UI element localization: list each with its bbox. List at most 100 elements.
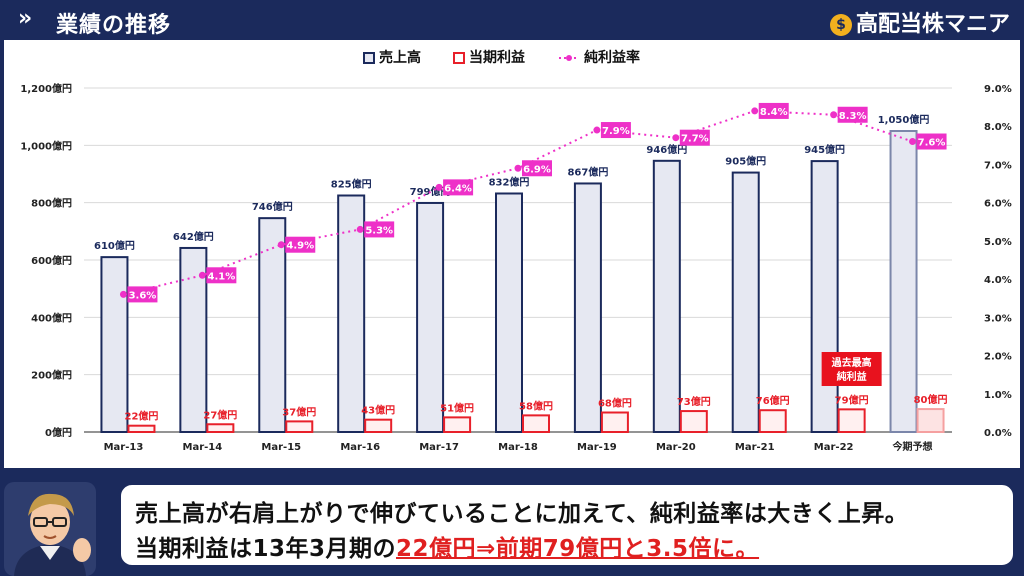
performance-chart: 0億円 200億円 400億円 600億円 800億円 1,000億円 1,200億円 0.0… xyxy=(20,49,1012,453)
y-right-tick-label: 9.0% xyxy=(984,84,1012,95)
margin-data-label: 6.4% xyxy=(444,183,472,194)
margin-point xyxy=(119,290,127,298)
margin-point xyxy=(356,225,364,233)
margin-point xyxy=(751,107,759,115)
comment-line-2: 当期利益は13年3月期の22億円⇒前期79億円と3.5倍に。 xyxy=(135,529,759,563)
margin-point xyxy=(909,138,917,146)
margin-label-bg xyxy=(364,221,395,238)
margin-label-bg xyxy=(679,129,710,146)
margin-point xyxy=(830,111,838,119)
margin-data-label: 8.3% xyxy=(839,111,867,122)
profit-data-label: 80億円 xyxy=(914,393,948,406)
comment-highlight: 22億円⇒前期79億円と3.5倍に。 xyxy=(396,536,760,562)
margin-data-label: 5.3% xyxy=(365,225,393,236)
margin-point xyxy=(435,183,443,191)
profit-bar xyxy=(837,408,866,433)
comment-line-2-text: 当期利益は13年3月期の xyxy=(135,536,397,562)
x-tick-label: Mar-14 xyxy=(183,442,223,453)
y-right-tick-label: 7.0% xyxy=(984,160,1012,171)
profit-bar xyxy=(916,408,945,434)
profit-data-label: 68億円 xyxy=(598,397,632,410)
margin-label-bg xyxy=(443,179,474,196)
legend-revenue-label: 売上高 xyxy=(379,49,421,66)
margin-data-label: 8.4% xyxy=(760,107,788,118)
profit-data-label: 27億円 xyxy=(203,408,237,421)
margin-label-bg xyxy=(522,160,552,177)
margin-point xyxy=(593,126,601,134)
record-annotation-text: 過去最高 xyxy=(831,356,872,369)
profit-bar xyxy=(679,410,708,433)
revenue-bar xyxy=(100,256,129,433)
x-tick-label: Mar-13 xyxy=(104,442,144,453)
header-bar: » 業績の推移 $ 高配当株マニア xyxy=(0,0,1024,40)
y-right-tick-label: 1.0% xyxy=(984,390,1012,401)
x-tick-label: 今期予想 xyxy=(892,440,933,453)
margin-data-label: 7.9% xyxy=(602,126,630,137)
chart-panel: 0億円 200億円 400億円 600億円 800億円 1,000億円 1,200億円 0.0… xyxy=(4,40,1020,468)
revenue-data-label: 1,050億円 xyxy=(878,113,930,126)
y-left-tick-label: 0億円 xyxy=(45,426,72,439)
profit-bar xyxy=(600,411,629,433)
profit-bar xyxy=(443,416,472,434)
margin-data-label: 6.9% xyxy=(523,164,551,175)
y-right-tick-label: 0.0% xyxy=(984,428,1012,439)
revenue-data-label: 832億円 xyxy=(489,175,530,188)
profit-bar xyxy=(127,424,156,433)
brand-name: 高配当株マニア xyxy=(855,12,1010,37)
margin-data-label: 7.7% xyxy=(681,134,709,145)
money-bag-icon: $ xyxy=(829,14,852,36)
legend-profit-swatch xyxy=(453,52,465,64)
margin-point xyxy=(198,271,206,279)
legend-margin-marker xyxy=(566,55,572,61)
profit-bar xyxy=(522,414,550,433)
y-left-tick-label: 600億円 xyxy=(31,254,72,267)
x-tick-label: Mar-15 xyxy=(261,442,301,453)
revenue-bar xyxy=(416,201,445,433)
profit-data-label: 37億円 xyxy=(282,405,316,418)
x-tick-label: Mar-19 xyxy=(577,442,617,453)
margin-data-label: 7.6% xyxy=(918,138,946,149)
margin-point xyxy=(514,164,522,172)
profit-data-label: 76億円 xyxy=(756,394,790,407)
y-left-tick-label: 200億円 xyxy=(31,369,72,382)
profit-data-label: 73億円 xyxy=(677,395,711,408)
revenue-bar xyxy=(652,159,681,434)
x-tick-label: Mar-18 xyxy=(498,442,538,453)
revenue-bar xyxy=(495,192,523,433)
double-chevron-icon: » xyxy=(18,6,33,31)
x-tick-label: Mar-22 xyxy=(814,442,854,453)
margin-label-bg xyxy=(758,102,789,119)
margin-label-bg xyxy=(285,236,316,253)
revenue-data-label: 610億円 xyxy=(94,239,135,252)
margin-label-bg xyxy=(206,267,237,284)
profit-data-label: 22億円 xyxy=(124,410,158,423)
legend-margin-label: 純利益率 xyxy=(584,49,640,66)
y-right-tick-label: 3.0% xyxy=(984,313,1012,324)
comment-line-1: 売上高が右肩上がりで伸びていることに加えて、純利益率は大きく上昇。 xyxy=(135,501,909,527)
revenue-bar xyxy=(731,171,760,433)
y-right-tick-label: 8.0% xyxy=(984,122,1012,133)
revenue-bar xyxy=(337,194,366,433)
y-right-tick-label: 6.0% xyxy=(984,199,1012,210)
revenue-data-label: 746億円 xyxy=(252,200,293,213)
page-title: 業績の推移 xyxy=(56,13,172,38)
y-right-tick-label: 4.0% xyxy=(984,275,1012,286)
margin-data-label: 4.9% xyxy=(286,241,314,252)
revenue-data-label: 945億円 xyxy=(804,143,845,156)
margin-label-bg xyxy=(600,122,631,139)
revenue-data-label: 867億円 xyxy=(567,165,608,178)
y-left-tick-label: 1,000億円 xyxy=(20,139,72,152)
y-right-tick-label: 2.0% xyxy=(984,352,1012,363)
legend-profit-label: 当期利益 xyxy=(469,49,525,66)
revenue-bar xyxy=(573,182,602,433)
record-annotation-text: 純利益 xyxy=(837,370,867,383)
revenue-data-label: 905億円 xyxy=(725,155,766,168)
margin-point xyxy=(672,134,680,142)
y-left-tick-label: 400億円 xyxy=(31,311,72,324)
y-right-tick-label: 5.0% xyxy=(984,237,1012,248)
profit-data-label: 51億円 xyxy=(440,401,474,414)
x-tick-label: Mar-20 xyxy=(656,442,696,453)
profit-bar xyxy=(758,409,787,434)
y-left-tick-label: 800億円 xyxy=(31,197,72,210)
x-tick-label: Mar-21 xyxy=(735,442,775,453)
